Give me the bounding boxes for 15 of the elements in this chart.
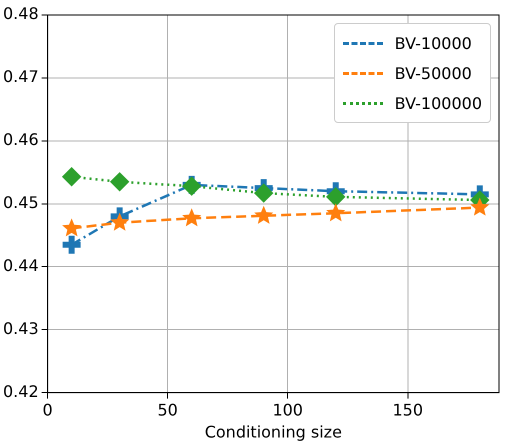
y-tick-label: 0.47 [3, 67, 39, 86]
x-tick-label: 150 [392, 400, 424, 420]
y-tick-label: 0.48 [3, 4, 39, 24]
y-tick-label: 0.43 [3, 318, 39, 338]
y-tick-label: 0.44 [3, 256, 39, 275]
y-tick-label: 0.45 [3, 192, 39, 212]
x-tick-label: 0 [42, 400, 53, 420]
legend-label: BV-10000 [394, 34, 472, 52]
legend-label: BV-50000 [394, 64, 472, 82]
x-tick-label: 50 [157, 400, 178, 420]
x-axis-title: Conditioning size [204, 422, 342, 442]
legend-label: BV-100000 [394, 94, 482, 112]
y-tick-label: 0.42 [3, 382, 39, 401]
y-tick-label: 0.46 [3, 130, 39, 150]
x-tick-label: 100 [272, 400, 303, 420]
